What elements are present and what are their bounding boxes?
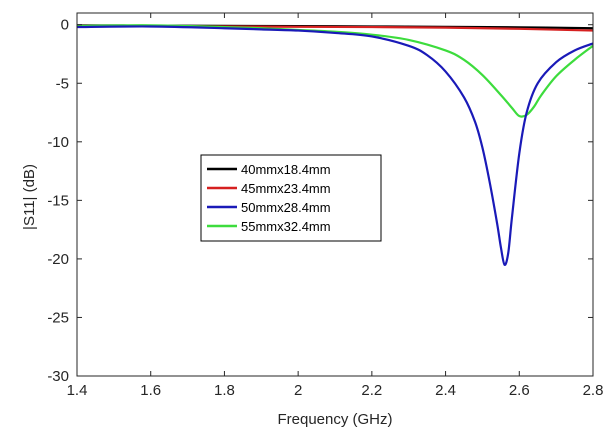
axes-box: [76, 12, 594, 377]
y-tick-label: -20: [47, 251, 69, 268]
y-tick-label: -5: [56, 75, 69, 92]
x-tick-label: 1.6: [140, 382, 161, 399]
x-tick-label: 1.4: [67, 382, 88, 399]
ticks-layer: 1.4 1.6 1.8 2 2.2 2.4 2.6 2.8 0 -5 -10 -15 -20 -25 -30: [47, 13, 603, 399]
legend-label: 50mmx28.4mm: [241, 200, 331, 215]
y-axis-label: |S11| (dB): [21, 164, 38, 230]
x-tick-label: 2.2: [361, 382, 382, 399]
x-tick-label: 2: [294, 382, 302, 399]
y-tick-label: -10: [47, 134, 69, 151]
x-axis-label: Frequency (GHz): [277, 411, 392, 428]
y-tick-label: 0: [61, 17, 69, 34]
legend-label: 40mmx18.4mm: [241, 162, 331, 177]
series-line-55mmx32.4mm: [76, 24, 594, 118]
x-tick-label: 2.4: [435, 382, 456, 399]
x-tick-label: 2.8: [583, 382, 604, 399]
series-layer: [76, 24, 594, 266]
x-tick-label: 1.8: [214, 382, 235, 399]
x-tick-label: 2.6: [509, 382, 530, 399]
legend-label: 55mmx32.4mm: [241, 219, 331, 234]
legend-label: 45mmx23.4mm: [241, 181, 331, 196]
y-tick-label: -15: [47, 192, 69, 209]
series-line-50mmx28.4mm: [76, 25, 594, 266]
y-tick-label: -30: [47, 368, 69, 385]
legend: 40mmx18.4mm 45mmx23.4mm 50mmx28.4mm 55mmx32…: [200, 154, 382, 242]
y-tick-label: -25: [47, 309, 69, 326]
